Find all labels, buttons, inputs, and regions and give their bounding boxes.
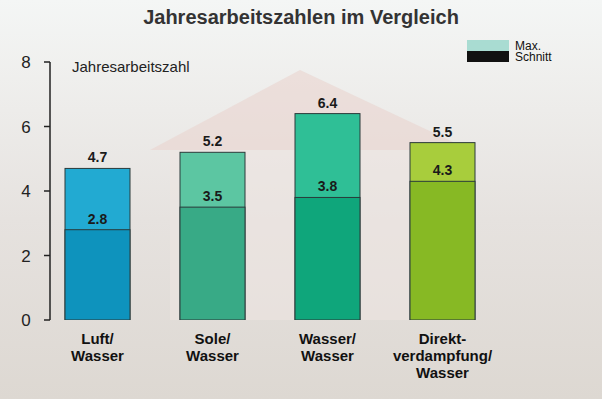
- data-label: 3.8: [318, 178, 338, 194]
- tick: [44, 61, 50, 63]
- tick-label: 8: [21, 53, 30, 72]
- data-label: 5.2: [203, 133, 223, 149]
- tick-label: 2: [21, 247, 30, 266]
- category-label-line: Wasser: [416, 364, 469, 381]
- data-label: 5.5: [433, 124, 453, 140]
- bar: [295, 197, 360, 320]
- axis-label: Jahresarbeitszahl: [72, 58, 190, 75]
- data-label: 4.7: [88, 149, 108, 165]
- category-label-line: verdampfung/: [393, 347, 493, 364]
- legend: Max.Schnitt: [467, 39, 552, 64]
- tick: [44, 255, 50, 257]
- tick-label: 0: [21, 311, 30, 330]
- category-label-line: Direkt-: [419, 330, 467, 347]
- tick: [44, 190, 50, 192]
- bar: [295, 114, 360, 320]
- category-label: Sole/Wasser: [186, 330, 239, 364]
- data-labels: 4.7 5.2 6.4 5.5 2.8 3.5 3.8 4.3: [88, 95, 453, 227]
- tick-label: 6: [21, 118, 30, 137]
- bar: [180, 152, 245, 320]
- legend-swatch: [467, 40, 509, 51]
- bars: [65, 114, 475, 320]
- bar: [180, 207, 245, 320]
- category-label-line: Luft/: [81, 330, 114, 347]
- bar: [65, 168, 130, 320]
- data-label: 3.5: [203, 188, 223, 204]
- chart: Jahresarbeitszahlen im Vergleich Jahresar…: [0, 0, 602, 399]
- legend-label: Schnitt: [515, 50, 552, 64]
- category-label: Wasser/Wasser: [299, 330, 357, 364]
- tick-label: 4: [21, 182, 30, 201]
- bar: [410, 143, 475, 320]
- category-label-line: Wasser/: [299, 330, 357, 347]
- category-label-line: Sole/: [195, 330, 232, 347]
- data-label: 6.4: [318, 95, 338, 111]
- category-label: Direkt-verdampfung/Wasser: [393, 330, 493, 381]
- bar: [410, 181, 475, 320]
- bar: [65, 230, 130, 320]
- category-label-line: Wasser: [186, 347, 239, 364]
- data-label: 4.3: [433, 162, 453, 178]
- tick: [44, 126, 50, 128]
- tick: [44, 319, 50, 321]
- background: [0, 0, 602, 399]
- category-label-line: Wasser: [301, 347, 354, 364]
- data-label: 2.8: [88, 211, 108, 227]
- title: Jahresarbeitszahlen im Vergleich: [143, 6, 459, 28]
- category-label-line: Wasser: [71, 347, 124, 364]
- category-label: Luft/Wasser: [71, 330, 124, 364]
- legend-swatch: [467, 51, 509, 62]
